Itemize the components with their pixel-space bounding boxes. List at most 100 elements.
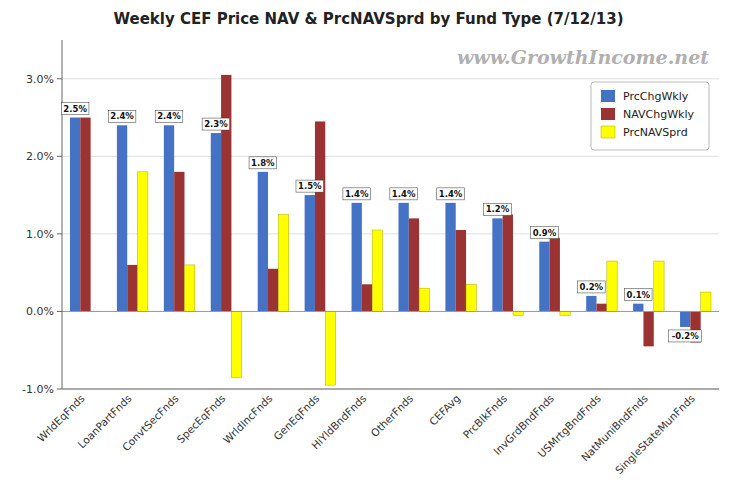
bar <box>643 311 653 346</box>
grid-line <box>62 389 719 390</box>
bar <box>466 284 476 311</box>
x-tick-label: CEFAvg <box>427 392 463 428</box>
y-tick <box>57 78 62 79</box>
legend: PrcChgWklyNAVChgWklyPrcNAVSprd <box>591 82 709 150</box>
data-label: 1.2% <box>486 204 510 214</box>
data-label-box <box>437 188 465 200</box>
data-label-box <box>296 180 324 192</box>
bar <box>539 242 549 312</box>
bar <box>513 311 523 315</box>
bar <box>138 172 148 312</box>
bar <box>315 121 325 311</box>
legend-swatch <box>601 126 615 138</box>
bar <box>445 203 455 312</box>
bar <box>231 311 241 377</box>
bar <box>362 284 372 311</box>
bars <box>70 75 711 385</box>
data-label: 2.5% <box>63 104 87 114</box>
data-label-box <box>249 157 277 169</box>
y-tick-label: -1.0% <box>22 383 54 396</box>
data-label-box <box>202 118 230 130</box>
bar <box>654 261 664 311</box>
bar <box>278 215 288 312</box>
x-tick-label: WrldEqFnds <box>35 392 87 444</box>
data-label: 1.5% <box>298 181 322 191</box>
bar <box>701 292 711 311</box>
data-label: -0.2% <box>672 331 700 341</box>
bar <box>117 125 127 311</box>
bar <box>352 203 362 312</box>
bar <box>164 125 174 311</box>
bar <box>80 118 90 312</box>
y-tick <box>57 156 62 157</box>
y-tick-label: 1.0% <box>26 228 54 241</box>
y-tick <box>57 233 62 234</box>
data-label-box <box>531 227 559 239</box>
bar <box>258 172 268 312</box>
data-label: 1.4% <box>439 189 463 199</box>
bar <box>398 203 408 312</box>
zero-line <box>62 311 719 312</box>
bar <box>268 269 278 312</box>
bar <box>607 261 617 311</box>
x-tick-label: OtherFnds <box>368 392 415 439</box>
bar <box>633 304 643 312</box>
grid-line <box>62 233 719 234</box>
bar <box>372 230 382 311</box>
legend-box <box>591 82 709 150</box>
chart: Weekly CEF Price NAV & PrcNAVSprd by Fun… <box>0 0 737 501</box>
data-label: 0.9% <box>533 228 557 238</box>
grid <box>62 79 719 389</box>
data-label-box <box>624 289 652 301</box>
bar <box>325 311 335 385</box>
bar <box>70 118 80 312</box>
x-tick-label: WrldIncFnds <box>221 392 275 446</box>
data-label: 0.1% <box>626 290 650 300</box>
x-tick-label: HiYldBndFnds <box>309 392 369 452</box>
data-label: 2.4% <box>157 111 181 121</box>
y-tick-label: 3.0% <box>26 73 54 86</box>
x-tick-label: PrcBlkFnds <box>460 392 509 441</box>
x-tick-label: ConvtSecFnds <box>120 392 181 453</box>
data-label-box <box>343 188 371 200</box>
data-label: 1.4% <box>392 189 416 199</box>
data-label-box <box>669 330 702 342</box>
data-label: 2.4% <box>110 111 134 121</box>
bar <box>560 311 570 315</box>
legend-swatch <box>601 90 615 102</box>
x-tick-label: GenEqFnds <box>271 392 321 442</box>
bar <box>419 288 429 311</box>
grid-line <box>62 311 719 312</box>
grid-line <box>62 156 719 157</box>
y-tick-label: 2.0% <box>26 150 54 163</box>
bar <box>503 215 513 312</box>
bar <box>184 265 194 312</box>
y-tick-label: 0.0% <box>26 305 54 318</box>
data-label-box <box>484 203 512 215</box>
bar <box>221 75 231 312</box>
data-label-box <box>108 110 136 122</box>
bar <box>456 230 466 311</box>
y-tick <box>57 389 62 390</box>
x-tick-label: SingleStateMunFnds <box>613 392 697 476</box>
legend-label: NAVChgWkly <box>623 108 695 121</box>
data-label: 1.8% <box>251 158 275 168</box>
bar <box>409 218 419 311</box>
title: Weekly CEF Price NAV & PrcNAVSprd by Fun… <box>114 10 624 28</box>
x-axis <box>62 389 719 390</box>
legend-label: PrcNAVSprd <box>623 126 688 139</box>
y-tick <box>57 311 62 312</box>
legend-swatch <box>601 108 615 120</box>
data-label-box <box>578 281 606 293</box>
bar <box>597 304 607 312</box>
watermark: www.GrowthIncome.net <box>457 46 709 68</box>
grid-line <box>62 78 719 79</box>
bar <box>127 265 137 312</box>
data-label: 1.4% <box>345 189 369 199</box>
data-label-box <box>155 110 183 122</box>
bar <box>305 195 315 311</box>
data-label: 0.2% <box>580 282 604 292</box>
bar <box>492 218 502 311</box>
bar <box>211 133 221 311</box>
bar <box>586 296 596 312</box>
